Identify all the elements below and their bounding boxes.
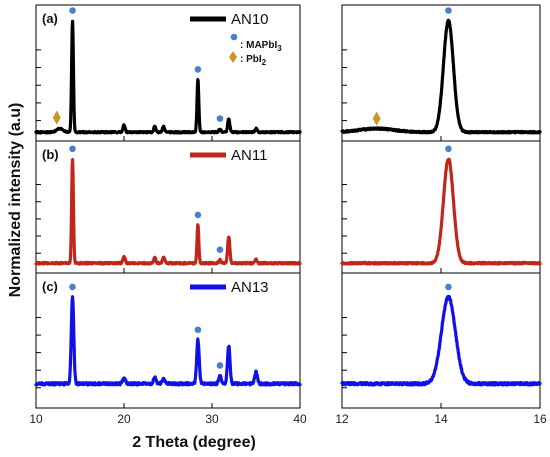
right-panel-2-x-tick-label: 14 xyxy=(434,412,448,426)
mapbi3-marker xyxy=(194,66,202,73)
mapbi3-marker xyxy=(216,362,224,369)
pbi2-marker xyxy=(52,110,61,125)
left-panel-2-x-tick-label: 30 xyxy=(205,412,219,426)
key-pbi2-marker xyxy=(229,51,237,63)
left-panel-2-border xyxy=(35,272,301,409)
right-panel-1-frame xyxy=(341,140,541,274)
right-panel-2-trace-AN13 xyxy=(340,294,542,387)
mapbi3-marker xyxy=(194,326,202,334)
right-panel-2-x-tick-label: 12 xyxy=(335,412,349,426)
panel-label: (c) xyxy=(42,279,58,294)
left-panel-2-frame xyxy=(35,272,301,409)
panel-label: (a) xyxy=(42,11,58,26)
left-panel-1-trace-AN11 xyxy=(34,158,302,266)
legend-entry: AN11 xyxy=(231,147,267,164)
right-panel-1-border xyxy=(341,140,541,274)
mapbi3-marker xyxy=(69,145,76,153)
left-panel-2-x-tick-label: 20 xyxy=(117,412,131,426)
key-mapbi3-label: : MAPbI3 xyxy=(240,40,282,53)
key-mapbi3-marker xyxy=(230,33,238,41)
left-panel-2-x-tick-label: 10 xyxy=(29,412,43,426)
legend-entry: AN13 xyxy=(231,279,269,296)
mapbi3-marker xyxy=(216,246,224,254)
mapbi3-marker xyxy=(194,211,202,219)
left-panel-0-trace-AN10 xyxy=(34,19,302,135)
right-panel-1-trace-AN11 xyxy=(340,157,542,266)
legend-entry: AN10 xyxy=(231,11,269,28)
left-panel-2-trace-AN13 xyxy=(34,295,302,387)
panel-label: (b) xyxy=(42,147,59,162)
key-pbi2-label: : PbI2 xyxy=(240,54,267,67)
mapbi3-marker xyxy=(445,283,452,291)
pbi2-marker xyxy=(372,111,381,126)
mapbi3-marker xyxy=(445,7,452,14)
right-panel-0-border xyxy=(341,4,541,142)
y-axis-title: Normalized intensity (a.u) xyxy=(7,103,24,298)
mapbi3-marker xyxy=(69,7,76,14)
mapbi3-marker xyxy=(445,145,452,153)
right-panel-0-frame xyxy=(341,4,541,142)
mapbi3-marker xyxy=(69,283,76,291)
panels: (a) AN10 : MAPbI3: PbI2 (b) AN11 10 20 30 40 12 14… xyxy=(29,4,547,426)
right-panel-2-x-tick-label: 16 xyxy=(533,412,547,426)
left-panel-2-x-tick-label: 40 xyxy=(293,412,307,426)
x-axis-title: 2 Theta (degree) xyxy=(132,434,256,451)
mapbi3-marker xyxy=(216,115,224,122)
right-panel-0-trace-AN10 xyxy=(340,18,542,135)
